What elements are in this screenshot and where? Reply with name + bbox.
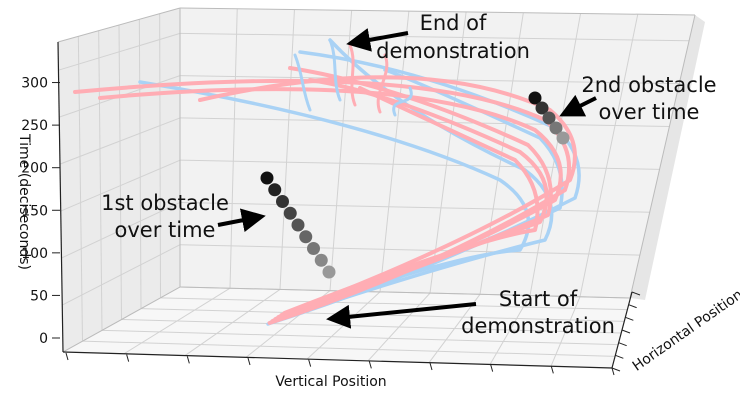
x-axis-title: Vertical Position xyxy=(275,374,386,390)
y-tick xyxy=(618,342,627,347)
obstacle1-marker xyxy=(307,242,320,255)
back-pane-right-edge xyxy=(629,14,696,299)
obstacle1-marker xyxy=(276,195,289,208)
grid-line xyxy=(179,32,690,42)
z-tick-label: 50 xyxy=(30,288,48,304)
trajectory-line xyxy=(293,53,312,112)
grid-line xyxy=(160,297,628,311)
annotation-end-line2: demonstration xyxy=(376,39,530,63)
floor-back-edge xyxy=(179,286,631,299)
x-tick xyxy=(65,352,69,361)
trajectory-line xyxy=(392,86,413,117)
grid-line xyxy=(179,117,670,127)
annotation-start: Start of demonstration xyxy=(461,287,615,338)
annotation-obstacle1-line2: over time xyxy=(115,218,216,242)
annotation-end-line1: End of xyxy=(420,11,487,35)
annotation-obstacle1-line1: 1st obstacle xyxy=(101,191,229,215)
annotation-end: End of demonstration xyxy=(376,11,530,63)
x-tick xyxy=(550,366,554,374)
annotation-obstacle1: 1st obstacle over time xyxy=(101,191,229,242)
y-axis-title: Horizontal Position xyxy=(630,287,740,375)
y-tick xyxy=(621,329,631,334)
grid-line xyxy=(138,19,142,309)
trajectory-line xyxy=(276,78,549,319)
grid-line xyxy=(98,30,103,331)
axes-edges xyxy=(57,7,696,353)
obstacle1-marker xyxy=(299,230,313,244)
trajectory-series xyxy=(73,38,581,326)
trajectory-line xyxy=(138,80,531,320)
grid-line xyxy=(429,11,467,294)
grid-line xyxy=(179,244,640,256)
grid-line xyxy=(118,24,122,320)
x-tick xyxy=(247,357,251,366)
obstacle2-marker xyxy=(542,111,556,125)
grid-line xyxy=(77,36,83,342)
trajectory-line xyxy=(282,86,540,315)
obstacle-markers xyxy=(260,91,570,279)
annotation-obstacle2: 2nd obstacle over time xyxy=(581,73,716,124)
obstacle1-marker xyxy=(268,183,282,197)
grid-line xyxy=(579,14,639,297)
y-tick xyxy=(615,354,624,359)
y-tick xyxy=(628,304,637,309)
x-tick xyxy=(490,364,494,372)
obstacle2-marker xyxy=(528,91,542,105)
floor-left-edge xyxy=(62,286,181,353)
z-tick-label: 200 xyxy=(21,161,48,177)
start-arrow xyxy=(326,302,477,329)
grid-line xyxy=(101,329,619,346)
obstacle1-marker xyxy=(283,206,297,220)
y-tick xyxy=(631,291,641,296)
z-tick-label: 0 xyxy=(39,331,48,347)
grid-line xyxy=(179,201,650,213)
z-tick-label: 300 xyxy=(21,76,48,92)
obstacle2-arrow xyxy=(559,94,597,117)
back-pane-top-edge xyxy=(179,7,696,16)
annotation-obstacle2-line2: over time xyxy=(599,100,700,124)
right-pane xyxy=(630,15,705,300)
x-tick xyxy=(126,354,130,362)
z-tick-labels: 0 50 100 150 200 250 300 xyxy=(21,76,48,347)
obstacle2-marker xyxy=(549,121,563,135)
annotation-start-line1: Start of xyxy=(499,287,578,311)
obstacle1-arrow xyxy=(217,208,266,233)
z-axis-line xyxy=(57,41,64,353)
trajectory-line xyxy=(328,38,342,102)
obstacle1-marker xyxy=(291,218,305,232)
obstacle1-marker xyxy=(260,171,274,185)
grid-line xyxy=(82,340,616,357)
obstacle1-marker xyxy=(314,253,328,267)
x-tick xyxy=(429,362,433,371)
x-tick xyxy=(308,359,312,367)
obstacle1-marker xyxy=(322,265,336,279)
axis-ticks xyxy=(52,82,641,376)
y-tick xyxy=(611,367,621,372)
x-axis-line xyxy=(62,351,613,369)
y-tick xyxy=(625,316,634,321)
z-tick-label: 100 xyxy=(21,246,48,262)
x-tick xyxy=(611,367,615,376)
z-tick-label: 250 xyxy=(21,118,48,134)
left-pane-top-edge xyxy=(57,7,181,43)
obstacle2-marker xyxy=(535,101,549,115)
end-arrow xyxy=(346,28,409,52)
trajectory-line xyxy=(198,75,577,317)
grid-line xyxy=(379,11,410,292)
grid-line xyxy=(279,9,295,290)
x-tick xyxy=(368,361,372,369)
grid-line xyxy=(159,13,161,298)
grid-line xyxy=(121,319,622,334)
trajectory-line xyxy=(376,53,389,114)
z-axis-title: Time (deciseconds) xyxy=(16,133,32,270)
annotation-arrows xyxy=(217,28,597,329)
x-tick xyxy=(186,356,190,364)
z-tick-label: 150 xyxy=(21,203,48,219)
annotation-obstacle2-line1: 2nd obstacle xyxy=(581,73,716,97)
grid-line xyxy=(229,8,238,289)
annotation-start-line2: demonstration xyxy=(461,314,615,338)
obstacle2-marker xyxy=(556,131,570,145)
